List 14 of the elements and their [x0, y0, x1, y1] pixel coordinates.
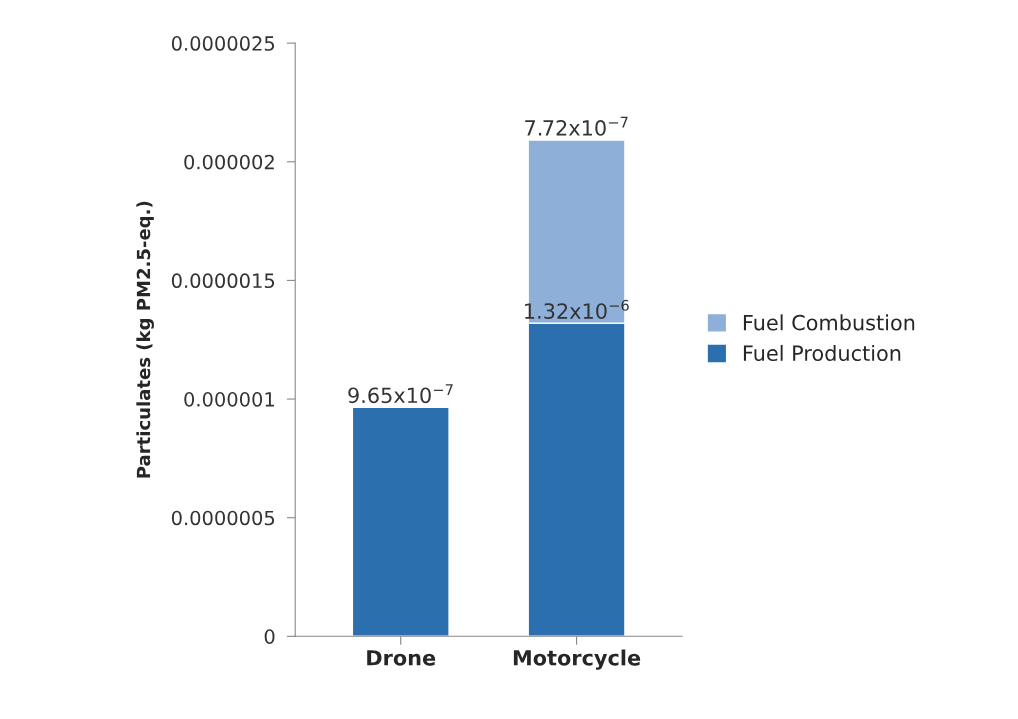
data-label: 7.72x10$^{−7}$	[525, 116, 628, 136]
y-tick-label: 0.0000025	[171, 36, 275, 51]
x-tick-label: Drone	[367, 650, 436, 666]
bar	[351, 406, 450, 637]
x-tick-label: Motorcycle	[513, 649, 641, 670]
y-tick-label: 0.000001	[184, 392, 274, 407]
legend-label: Fuel Production	[743, 344, 901, 362]
legend-label: Fuel Combustion	[743, 314, 915, 331]
y-axis-title: Particulates (kg PM2.5-eq.)	[136, 201, 154, 478]
y-tick-label: 0.0000015	[171, 273, 275, 289]
y-tick-label: 0.0000005	[171, 510, 275, 526]
y-tick-label: 0.000002	[184, 154, 274, 170]
data-label: 9.65x10$^{−7}$	[348, 384, 453, 404]
y-tick-label: 0	[264, 629, 275, 644]
